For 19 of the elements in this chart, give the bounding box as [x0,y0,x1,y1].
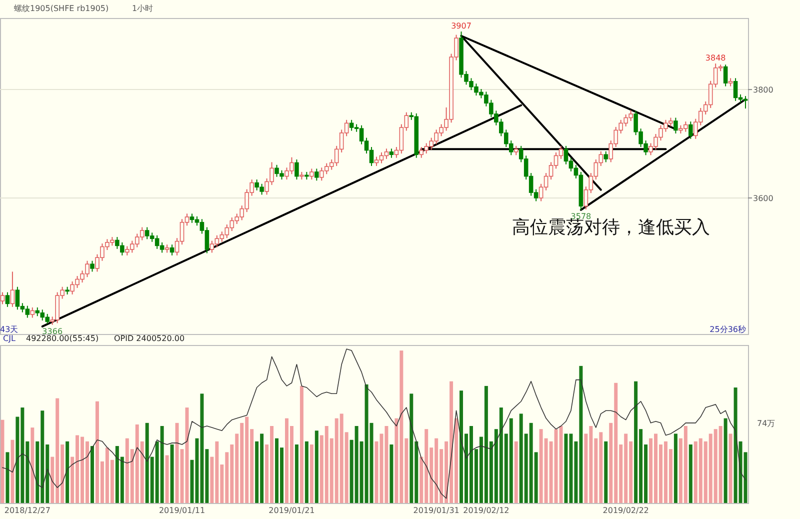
text: CJL [3,334,16,343]
annotation: 3366 [42,326,63,336]
x-tick-label: 2019/01/21 [268,506,315,515]
annotation: 3907 [451,22,472,31]
x-tick-label: 2019/01/11 [158,506,206,515]
y-tick-label: 3600 [753,194,774,203]
annotation: 25分36秒 [710,325,746,334]
text: OPID 2400520.00 [114,334,185,343]
annotation: 43天 [0,325,18,334]
chart-subtitle: 1小时 [132,4,154,13]
text: 74万 [757,419,776,428]
x-tick-label: 2019/02/22 [602,506,649,515]
annotation: 3848 [705,54,726,63]
y-tick-label: 3800 [753,86,774,95]
x-tick-label: 2018/12/27 [4,506,50,515]
x-tick-label: 2019/01/31 [413,506,460,515]
text: 492280.00(55:45) [26,334,99,343]
chart-title: 螺纹1905(SHFE rb1905) [14,4,109,13]
x-tick-label: 2019/02/12 [463,506,510,515]
